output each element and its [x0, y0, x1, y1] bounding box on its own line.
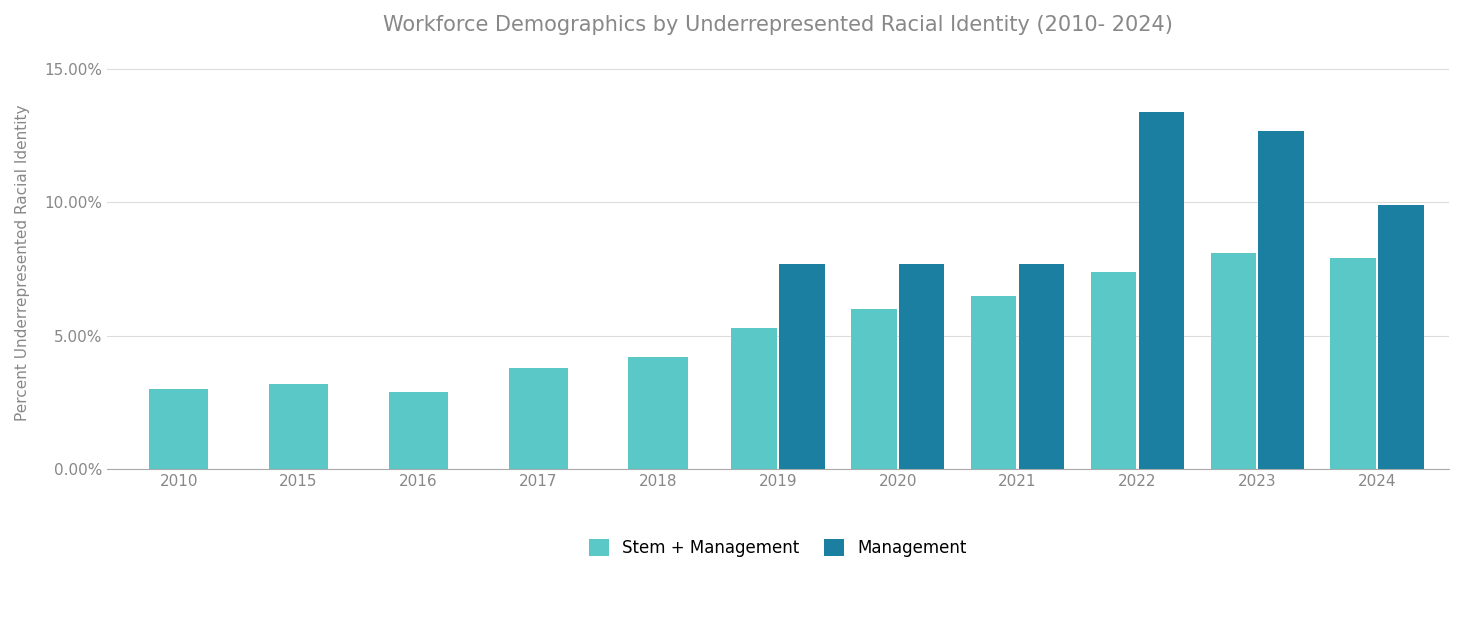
Bar [1331, 259, 1376, 469]
Bar [508, 368, 568, 469]
Bar [1139, 112, 1184, 469]
Bar [1019, 264, 1064, 469]
Legend: Stem + Management, Management: Stem + Management, Management [580, 531, 975, 565]
Bar [1091, 272, 1136, 469]
Title: Workforce Demographics by Underrepresented Racial Identity (2010- 2024): Workforce Demographics by Underrepresent… [384, 15, 1173, 35]
Bar [899, 264, 944, 469]
Bar [731, 327, 777, 469]
Bar [1211, 253, 1256, 469]
Bar [1259, 131, 1304, 469]
Bar [851, 309, 896, 469]
Bar [389, 392, 448, 469]
Bar [971, 296, 1016, 469]
Bar [628, 357, 688, 469]
Bar [779, 264, 824, 469]
Bar [149, 389, 208, 469]
Bar [1378, 205, 1424, 469]
Y-axis label: Percent Underrepresented Racial Identity: Percent Underrepresented Racial Identity [15, 104, 29, 420]
Bar [269, 384, 328, 469]
